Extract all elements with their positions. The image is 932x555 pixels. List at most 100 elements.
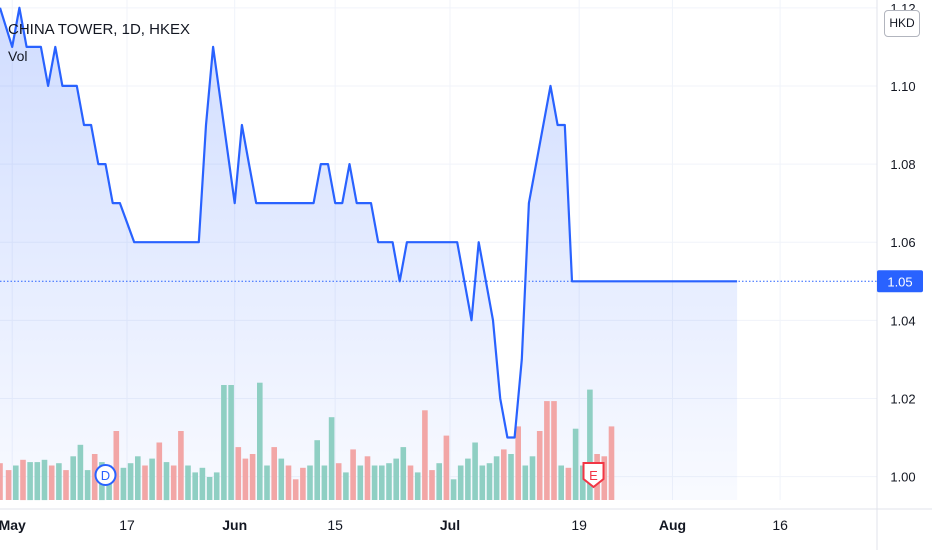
volume-bar	[422, 410, 428, 500]
x-tick-label: 17	[119, 517, 135, 533]
volume-bar	[457, 465, 464, 500]
x-tick-label: May	[0, 517, 26, 533]
volume-bar	[300, 467, 306, 500]
volume-bar	[350, 449, 356, 500]
dividend-marker	[94, 464, 117, 486]
x-tick-label: 16	[772, 517, 788, 533]
volume-bar	[20, 459, 26, 501]
volume-bar	[580, 465, 586, 500]
y-tick-label: 1.06	[890, 235, 915, 250]
volume-bar	[170, 465, 177, 500]
volume-bar	[522, 465, 529, 500]
volume-bar	[120, 467, 127, 500]
volume-bar	[271, 447, 277, 500]
volume-bar	[572, 428, 579, 500]
volume-bar	[357, 465, 364, 500]
last-price-badge	[877, 270, 923, 293]
volume-bar	[199, 467, 206, 500]
volume-bar	[149, 458, 155, 500]
volume-bar	[34, 462, 41, 501]
volume-bar	[587, 389, 593, 500]
x-tick-label: 15	[327, 517, 343, 533]
volume-bar	[41, 459, 48, 501]
volume-bar	[70, 456, 76, 500]
volume-bar	[551, 401, 557, 500]
volume-bar	[515, 426, 521, 500]
volume-bar	[285, 465, 292, 500]
volume-bar	[443, 435, 450, 500]
volume-bar	[13, 465, 19, 500]
volume-bar	[536, 431, 543, 500]
volume-bar	[608, 426, 615, 500]
volume-bar	[479, 465, 486, 500]
x-tick-label: Jun	[222, 517, 247, 533]
volume-bar	[429, 470, 435, 500]
x-tick-label: Aug	[659, 517, 686, 533]
volume-bar	[113, 431, 120, 500]
volume-bar	[257, 382, 263, 500]
volume-bar	[321, 465, 328, 500]
volume-bar	[249, 454, 256, 500]
y-tick-label: 1.04	[890, 313, 915, 328]
volume-bar	[379, 465, 385, 500]
volume-bar	[393, 458, 399, 500]
volume-bar	[414, 472, 421, 500]
event-marker-label: E	[589, 468, 598, 483]
volume-bar	[135, 456, 141, 500]
volume-bar	[501, 449, 507, 500]
volume-bar	[278, 458, 285, 500]
x-tick-label: 19	[571, 517, 587, 533]
volume-bar	[163, 462, 170, 501]
volume-bar	[292, 479, 299, 500]
event-marker-label: D	[101, 468, 110, 483]
volume-indicator-label[interactable]: Vol	[8, 48, 28, 64]
volume-bar	[27, 462, 33, 501]
volume-bar	[213, 472, 220, 500]
volume-bar	[364, 456, 371, 500]
currency-selector[interactable]: HKD	[884, 10, 920, 37]
volume-bar	[178, 431, 184, 500]
volume-bar	[335, 463, 342, 500]
volume-bar	[450, 479, 457, 500]
volume-bar	[221, 385, 227, 500]
volume-bar	[228, 385, 234, 500]
volume-bar	[185, 465, 191, 500]
volume-bar	[436, 463, 442, 500]
volume-bar	[307, 465, 313, 500]
price-area-fill	[0, 7, 738, 501]
volume-bar	[493, 456, 500, 500]
volume-bar	[371, 465, 378, 500]
volume-bar	[48, 465, 55, 500]
volume-bar	[206, 477, 213, 500]
volume-bar	[5, 470, 12, 500]
volume-bar	[558, 465, 564, 500]
y-tick-label: 1.08	[890, 157, 915, 172]
volume-bar	[407, 465, 414, 500]
volume-bar	[242, 458, 249, 500]
volume-bar	[235, 447, 242, 500]
x-tick-label: Jul	[440, 517, 460, 533]
volume-bar	[63, 470, 69, 500]
volume-bar	[328, 417, 335, 500]
volume-bar	[343, 472, 349, 500]
price-area	[0, 7, 738, 501]
volume-bar	[192, 472, 198, 500]
volume-bar	[508, 454, 514, 500]
price-line-group	[0, 6, 877, 439]
price-line	[0, 6, 738, 439]
volume-bar	[465, 458, 471, 500]
volume-bar	[84, 470, 91, 500]
y-tick-label: 1.00	[890, 470, 915, 485]
volume-bar	[544, 401, 550, 500]
volume-bar	[127, 463, 134, 500]
volume-bar	[400, 447, 407, 500]
volume-bar	[486, 463, 493, 500]
volume-bar	[264, 465, 270, 500]
volume-bar	[56, 463, 62, 500]
volume-bar	[565, 467, 572, 500]
y-tick-label: 1.02	[890, 391, 915, 406]
